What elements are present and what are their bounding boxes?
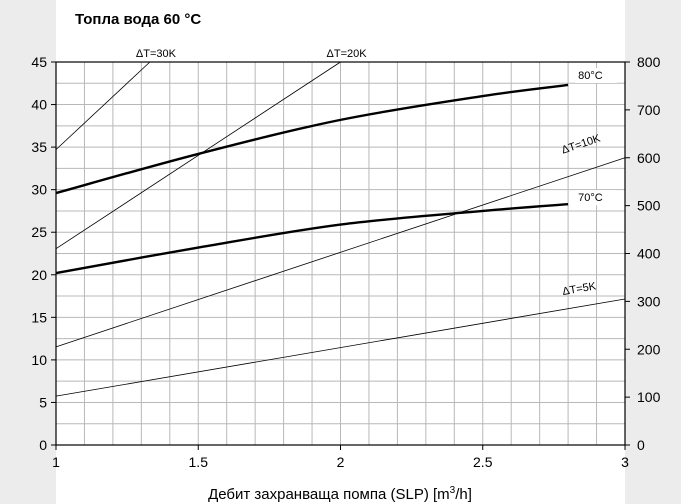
x-axis-title-tail: /h]: [455, 486, 472, 503]
x-tick-label: 2: [337, 454, 345, 470]
series-line-0: [55, 83, 569, 195]
y-left-tick-label: 15: [31, 309, 47, 325]
x-tick-label: 3: [621, 454, 629, 470]
reference-lines: [55, 61, 626, 397]
y-left-tick-label: 10: [31, 352, 47, 368]
series-label: 70°C: [578, 192, 603, 204]
y-left-tick-label: 5: [39, 394, 47, 410]
reference-line-3: [55, 298, 626, 397]
y-right-tick-label: 200: [637, 341, 661, 357]
y-right-tick-label: 0: [637, 437, 645, 453]
y-right-tick-label: 500: [637, 198, 661, 214]
grid: [55, 61, 626, 446]
right-side-panel: [625, 0, 681, 504]
left-side-panel: [0, 0, 56, 504]
x-tick-label: 1.5: [189, 454, 209, 470]
x-axis-title: Дебит захранваща помпа (SLP) [m3/h]: [208, 485, 472, 503]
reference-label: ΔT=20K: [327, 48, 368, 60]
axes: [51, 61, 630, 450]
series-lines: [55, 83, 569, 275]
y-left-tick-label: 40: [31, 97, 47, 113]
series-label-bg: [575, 67, 618, 83]
y-left-tick-label: 25: [31, 224, 47, 240]
series-line-1: [55, 202, 569, 275]
y-left-tick-label: 45: [31, 54, 47, 70]
y-right-tick-label: 600: [637, 150, 661, 166]
chart-title: Топла вода 60 °C: [75, 11, 201, 28]
y-right-tick-label: 300: [637, 293, 661, 309]
x-tick-label: 2.5: [473, 454, 493, 470]
y-right-tick-label: 700: [637, 102, 661, 118]
y-left-tick-label: 30: [31, 182, 47, 198]
reference-label: ΔT=5K: [561, 280, 597, 298]
x-axis-title-main: Дебит захранваща помпа (SLP) [m: [208, 486, 450, 503]
reference-line-1: [55, 61, 341, 250]
y-right-tick-label: 400: [637, 246, 661, 262]
y-right-tick-label: 100: [637, 389, 661, 405]
y-left-tick-label: 35: [31, 139, 47, 155]
reference-label: ΔT=30K: [136, 48, 177, 60]
series-label-bg: [575, 190, 618, 206]
x-tick-label: 1: [52, 454, 60, 470]
y-left-tick-label: 0: [39, 437, 47, 453]
reference-line-2: [55, 157, 626, 348]
series-label: 80°C: [578, 70, 603, 82]
x-axis-title-sup: 3: [450, 485, 456, 496]
reference-line-0: [55, 61, 151, 150]
y-right-tick-label: 800: [637, 54, 661, 70]
y-left-tick-label: 20: [31, 267, 47, 283]
